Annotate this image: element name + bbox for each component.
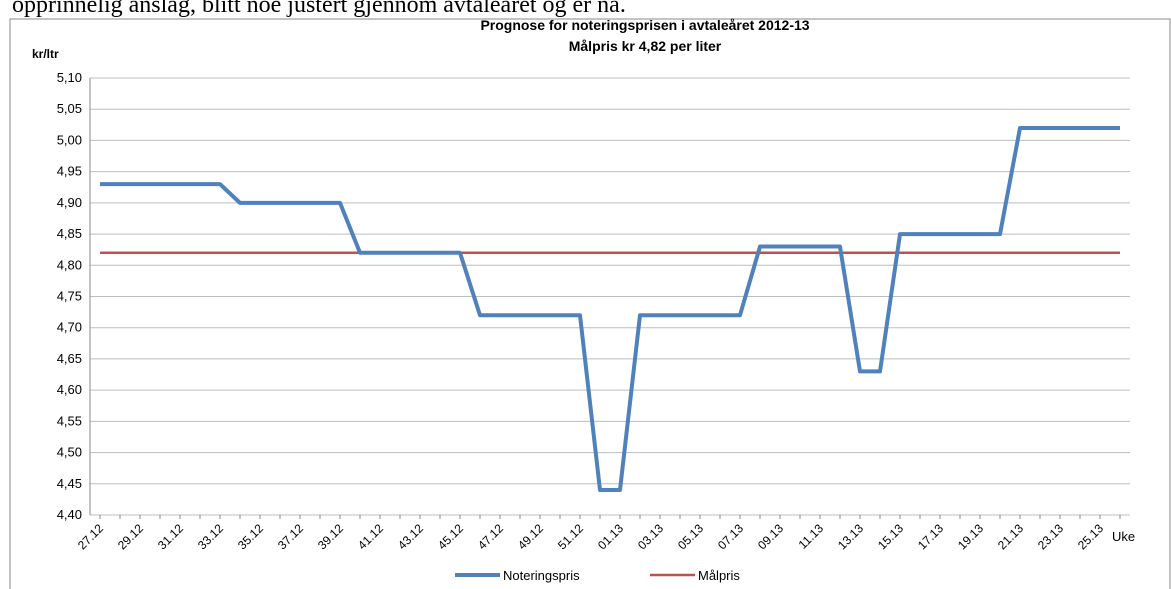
- x-tick-label: 39.12: [315, 521, 346, 552]
- y-tick-label: 4,40: [57, 507, 82, 522]
- series-line: [100, 125, 1120, 493]
- chart-title: Prognose for noteringsprisen i avtaleåre…: [480, 17, 809, 33]
- x-tick-label: 25.13: [1075, 521, 1106, 552]
- x-tick-label: 21.13: [995, 521, 1026, 552]
- x-tick-label: 45.12: [435, 521, 466, 552]
- x-tick-label: 35.12: [235, 521, 266, 552]
- y-tick-label: 5,05: [57, 101, 82, 116]
- y-tick-label: 4,75: [57, 289, 82, 304]
- y-tick-label: 4,45: [57, 476, 82, 491]
- y-tick-label: 4,85: [57, 226, 82, 241]
- y-axis-label: kr/ltr: [32, 47, 59, 61]
- x-tick-label: 31.12: [155, 521, 186, 552]
- y-tick-label: 4,65: [57, 351, 82, 366]
- y-tick-label: 4,55: [57, 413, 82, 428]
- y-tick-label: 4,70: [57, 320, 82, 335]
- x-tick-label: 23.13: [1035, 521, 1066, 552]
- x-tick-label: 47.12: [475, 521, 506, 552]
- x-tick-label: 49.12: [515, 521, 546, 552]
- y-tick-label: 4,90: [57, 195, 82, 210]
- y-tick-label: 4,50: [57, 445, 82, 460]
- x-tick-label: 11.13: [796, 521, 827, 552]
- y-tick-label: 5,10: [57, 70, 82, 85]
- x-tick-label: 03.13: [635, 521, 666, 552]
- x-tick-label: 27.12: [75, 521, 106, 552]
- x-tick-label: 19.13: [955, 521, 986, 552]
- y-tick-label: 5,00: [57, 132, 82, 147]
- y-tick-label: 4,80: [57, 257, 82, 272]
- x-tick-label: 01.13: [595, 521, 626, 552]
- x-tick-label: 33.12: [195, 521, 226, 552]
- x-tick-label: 13.13: [835, 521, 866, 552]
- x-tick-label: 43.12: [395, 521, 426, 552]
- x-tick-label: 51.12: [555, 521, 586, 552]
- x-axis-label: Uke: [1112, 529, 1135, 544]
- chart-frame: [9, 18, 1171, 589]
- x-tick-label: 09.13: [755, 521, 786, 552]
- y-tick-label: 4,60: [57, 382, 82, 397]
- y-tick-label: 4,95: [57, 164, 82, 179]
- x-tick-label: 41.12: [355, 521, 386, 552]
- legend-label: Målpris: [698, 568, 740, 583]
- x-tick-label: 37.12: [275, 521, 306, 552]
- x-tick-label: 05.13: [675, 521, 706, 552]
- x-tick-label: 07.13: [715, 521, 746, 552]
- chart-subtitle: Målpris kr 4,82 per liter: [569, 38, 722, 54]
- document-text: opprinnelig anslag, blitt noe justert gj…: [12, 0, 626, 18]
- x-tick-label: 15.13: [875, 521, 906, 552]
- x-tick-label: 17.13: [915, 521, 946, 552]
- x-tick-label: 29.12: [115, 521, 146, 552]
- legend-label: Noteringspris: [503, 568, 580, 583]
